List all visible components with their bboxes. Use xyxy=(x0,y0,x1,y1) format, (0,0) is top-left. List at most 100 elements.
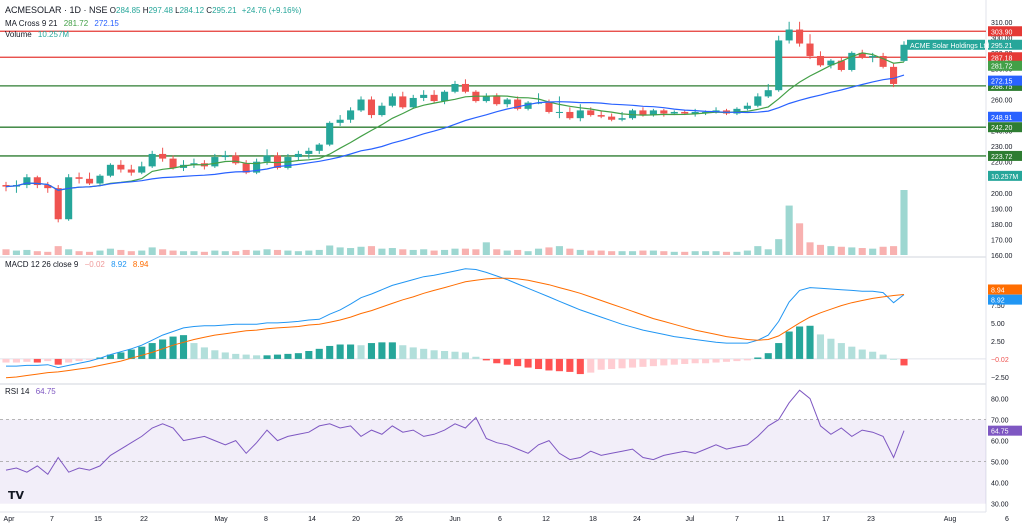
macd-label: MACD 12 26 close 9 xyxy=(5,260,79,269)
candle-body xyxy=(493,96,501,105)
level-tag: 303.90 xyxy=(991,29,1013,36)
ohlc-key: L xyxy=(172,6,180,15)
x-tick-label: 14 xyxy=(308,516,316,523)
rsi-tag: 64.75 xyxy=(991,429,1009,436)
last-price-tag: 295.21 xyxy=(991,43,1013,50)
ohlc-key: O xyxy=(109,6,116,15)
volume-bar xyxy=(378,248,386,255)
macd-hist-bar xyxy=(441,351,449,359)
macd-hist-bar xyxy=(733,358,741,362)
volume-bar xyxy=(221,251,229,255)
volume-bar xyxy=(200,251,208,255)
candle-body xyxy=(138,166,146,173)
macd-hist-bar xyxy=(555,358,563,372)
volume-bar xyxy=(65,249,73,255)
level-tag-bg xyxy=(988,52,1022,63)
volume-bar xyxy=(670,251,678,255)
candle-body xyxy=(858,52,866,58)
macd-hist-bar xyxy=(514,358,522,367)
macd-line-tag-bg xyxy=(988,294,1022,305)
candle-body xyxy=(23,177,31,186)
price-tick-label: 170.00 xyxy=(991,237,1013,244)
macd-hist-bar xyxy=(493,358,501,364)
ohlc-key: H xyxy=(140,6,149,15)
volume-bar xyxy=(702,251,710,255)
volume-bar xyxy=(608,251,616,255)
symbol-tag-bg xyxy=(907,39,985,50)
macd-hist-bar xyxy=(702,358,710,364)
volume-bar xyxy=(85,251,94,255)
rsi-tick-label: 50.00 xyxy=(991,460,1009,467)
candle-body xyxy=(451,83,459,92)
volume-bar xyxy=(816,244,825,255)
volume-bar xyxy=(326,245,334,255)
candle-body xyxy=(660,110,668,114)
candle-body xyxy=(357,99,365,111)
candle-body xyxy=(221,155,229,158)
macd-hist-bar xyxy=(587,358,595,373)
volume-bar xyxy=(879,246,887,255)
candle-body xyxy=(242,163,250,173)
volume-bar xyxy=(409,249,417,255)
macd-tick-label: −2.50 xyxy=(991,375,1009,382)
candle-body xyxy=(733,108,741,114)
macd-hist-bar xyxy=(743,358,751,361)
volume-bar xyxy=(545,247,553,255)
tradingview-logo-icon[interactable]: TV xyxy=(8,489,25,502)
volume-bar xyxy=(649,250,657,255)
candle-body xyxy=(75,177,83,179)
volume-bar xyxy=(388,248,396,255)
macd-hist-bar xyxy=(2,358,10,363)
volume-bar xyxy=(315,249,323,255)
volume-bar xyxy=(2,249,10,255)
rsi-tag-bg xyxy=(988,425,1022,436)
candle-body xyxy=(2,185,10,187)
level-tag: 287.18 xyxy=(991,55,1013,62)
rsi-tick-label: 30.00 xyxy=(991,502,1009,509)
candle-body xyxy=(336,119,344,123)
candle-body xyxy=(900,44,908,61)
candle-body xyxy=(169,158,177,168)
candle-body xyxy=(148,153,156,167)
volume-bar xyxy=(837,246,845,255)
symbol-label[interactable]: ACMESOLAR · 1D · NSE xyxy=(5,5,108,15)
ohlc-value: 284.85 xyxy=(116,6,141,15)
x-tick-label: 7 xyxy=(50,516,54,523)
volume-bar xyxy=(430,250,438,255)
macd-hist-bar xyxy=(65,358,73,363)
change-value: +24.76 (+9.16%) xyxy=(241,6,302,15)
macd-hist-bar xyxy=(649,358,657,367)
macd-hist-bar xyxy=(858,349,866,359)
volume-legend[interactable]: Volume 10.257M xyxy=(5,30,69,39)
macd-hist-bar xyxy=(420,348,428,359)
macd-hist-bar xyxy=(399,345,407,359)
price-tick-label: 310.00 xyxy=(991,20,1013,27)
candle-body xyxy=(430,94,438,102)
macd-legend[interactable]: MACD 12 26 close 9 −0.02 8.92 8.94 xyxy=(5,260,148,269)
macd-hist-bar xyxy=(869,351,877,359)
candle-body xyxy=(388,96,396,106)
macd-hist-bar xyxy=(54,358,62,365)
candle-body xyxy=(555,111,563,113)
volume-bar xyxy=(294,251,302,255)
x-tick-label: Jul xyxy=(686,516,695,523)
volume-bar xyxy=(420,249,428,255)
candle-body xyxy=(420,94,428,98)
macd-signal-tag-bg xyxy=(988,284,1022,295)
x-tick-label: 11 xyxy=(777,516,784,523)
macd-hist-bar xyxy=(357,345,365,359)
macd-hist-bar xyxy=(347,344,355,359)
volume-bar xyxy=(33,251,41,255)
macd-hist-bar xyxy=(169,336,177,359)
macd-hist-bar xyxy=(639,358,647,367)
volume-bar xyxy=(399,249,407,255)
macd-hist-bar xyxy=(33,358,41,363)
volume-bar xyxy=(796,223,804,255)
rsi-legend[interactable]: RSI 14 64.75 xyxy=(5,387,56,396)
macd-hist-bar xyxy=(232,353,240,359)
macd-hist-bar xyxy=(848,346,856,359)
ma-tag-bg xyxy=(988,60,1022,71)
ma-legend[interactable]: MA Cross 9 21 281.72 272.15 xyxy=(5,19,119,28)
candle-body xyxy=(409,97,417,108)
